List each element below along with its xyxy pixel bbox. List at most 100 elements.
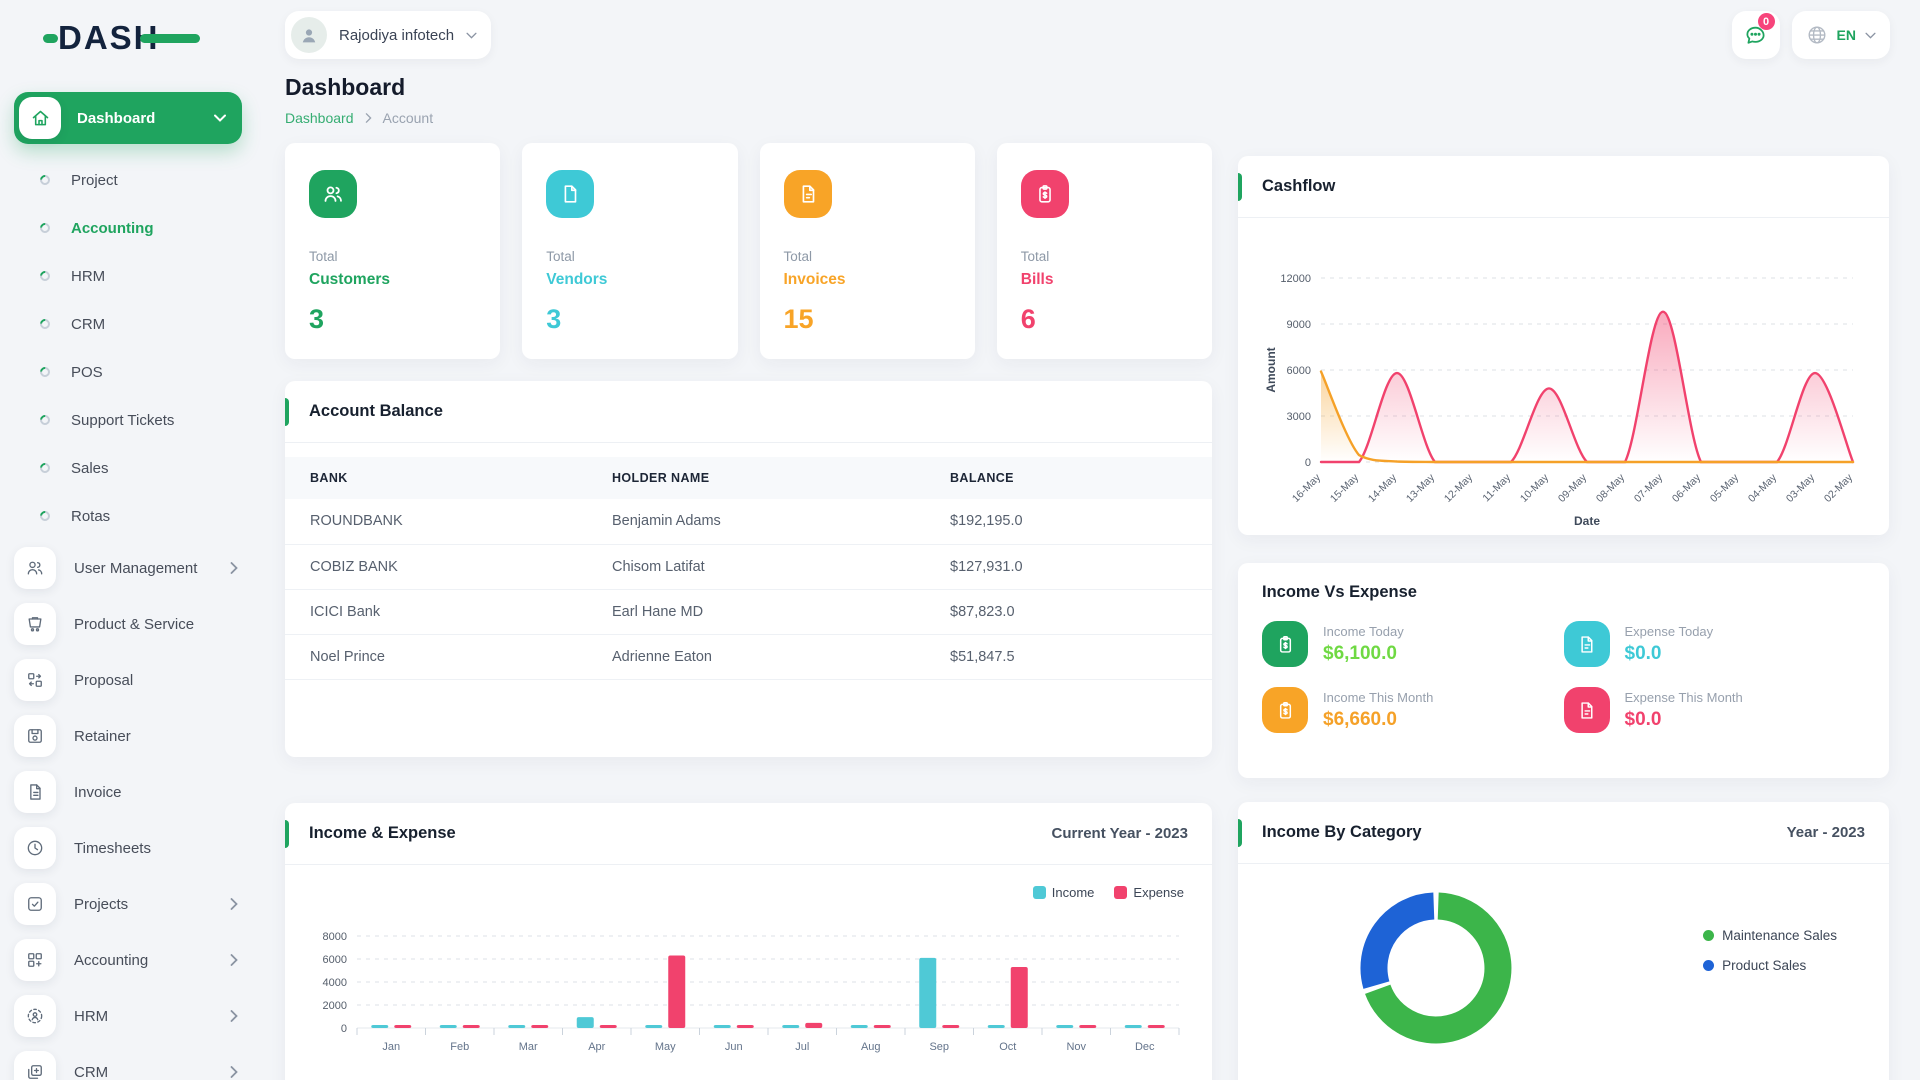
svg-text:Jun: Jun (724, 1041, 742, 1053)
column-header-bank: BANK (285, 457, 587, 499)
svg-text:16-May: 16-May (1289, 471, 1323, 505)
svg-text:Apr: Apr (588, 1041, 605, 1053)
stat-name: Customers (309, 271, 390, 288)
column-header-holder: HOLDER NAME (587, 457, 925, 499)
stat-label: Total (309, 249, 338, 264)
sidebar-item-sales[interactable]: Sales (14, 444, 262, 492)
metric-label: Expense Today (1624, 623, 1714, 639)
sidebar-item-hrm[interactable]: HRM (14, 252, 262, 300)
sidebar-item-label: Proposal (74, 671, 134, 689)
stat-name: Bills (1020, 271, 1054, 288)
sidebar-item-product-service[interactable]: Product & Service (14, 596, 262, 652)
sidebar-item-timesheets[interactable]: Timesheets (14, 820, 262, 876)
stat-value: 15 (783, 304, 814, 334)
user-menu[interactable]: Rajodiya infotech (285, 11, 492, 59)
svg-text:6000: 6000 (322, 954, 346, 966)
card-title: Income Vs Expense (1262, 582, 1417, 601)
stat-value: 3 (546, 304, 562, 334)
sidebar-item-project[interactable]: Project (14, 156, 262, 204)
svg-text:12000: 12000 (1280, 273, 1311, 285)
sidebar-item-projects[interactable]: Projects (14, 876, 262, 932)
sidebar-item-retainer[interactable]: Retainer (14, 708, 262, 764)
sidebar-item-label: CRM (71, 315, 106, 333)
sidebar-item-user-management[interactable]: User Management (14, 540, 262, 596)
bullet-icon (37, 172, 53, 188)
svg-text:04-May: 04-May (1745, 471, 1779, 505)
grid-plus-icon (14, 939, 56, 981)
metric-label: Income This Month (1323, 689, 1434, 705)
logo-dash-left (43, 34, 58, 43)
home-icon (19, 97, 61, 139)
stat-label: Total (783, 249, 813, 264)
income-swatch (1032, 886, 1046, 899)
svg-text:Jul: Jul (795, 1041, 809, 1053)
sidebar-item-rotas[interactable]: Rotas (14, 492, 262, 540)
chevron-right-icon (230, 954, 238, 966)
sidebar-item-label: HRM (71, 267, 106, 285)
checkbox-icon (14, 883, 56, 925)
total-invoices-card: Total Invoices 15 (759, 143, 975, 359)
bullet-icon (37, 220, 53, 236)
account-balance-card: Account Balance BANK HOLDER NAME BALANCE… (285, 381, 1212, 757)
cashflow-card: Cashflow 12000 9000 6000 3000 0 Amount 16-May 1… (1238, 156, 1889, 535)
svg-text:May: May (654, 1041, 675, 1053)
sidebar-item-label: Timesheets (74, 839, 151, 857)
stat-label: Total (546, 249, 575, 264)
sidebar-item-invoice[interactable]: Invoice (14, 764, 262, 820)
table-row: ICICI Bank Earl Hane MD $87,823.0 (285, 589, 1212, 635)
sidebar-item-label: Invoice (74, 783, 122, 801)
dashboard-submenu: Project Accounting HRM CRM POS Support T… (14, 156, 262, 540)
dash-logo[interactable]: DASH (43, 19, 200, 57)
customers-icon (309, 170, 357, 218)
stat-name: Invoices (783, 271, 846, 288)
sidebar-item-accounting[interactable]: Accounting (14, 204, 262, 252)
sidebar-item-crm-menu[interactable]: CRM (14, 1044, 262, 1080)
sidebar-menu: User Management Product & Service Propos… (14, 540, 262, 1080)
sidebar-item-support-tickets[interactable]: Support Tickets (14, 396, 262, 444)
bullet-icon (37, 460, 53, 476)
sidebar-item-label: Product & Service (74, 615, 195, 633)
sidebar: DASH Dashboard Project Accounting HRM CR… (0, 0, 262, 1080)
svg-text:Nov: Nov (1066, 1041, 1086, 1053)
svg-text:06-May: 06-May (1669, 471, 1703, 505)
column-header-balance: BALANCE (925, 457, 1212, 499)
income-today-item: Income Today $6,100.0 (1262, 621, 1564, 667)
sidebar-item-label: CRM (74, 1063, 109, 1080)
sidebar-item-hrm-menu[interactable]: HRM (14, 988, 262, 1044)
sidebar-item-label: Retainer (74, 727, 131, 745)
balance-cell: $192,195.0 (925, 499, 1212, 545)
table-row: Noel Prince Adrienne Eaton $51,847.5 (285, 634, 1212, 680)
globe-icon (1808, 26, 1826, 44)
avatar (291, 17, 327, 53)
legend-income: Income (1032, 885, 1094, 900)
language-selector[interactable]: EN (1791, 11, 1890, 59)
users-icon (14, 547, 56, 589)
messages-button[interactable]: 0 (1731, 11, 1780, 59)
svg-text:05-May: 05-May (1707, 471, 1741, 505)
sidebar-item-crm[interactable]: CRM (14, 300, 262, 348)
sidebar-item-label: Project (71, 171, 118, 189)
file-icon (14, 771, 56, 813)
income-by-category-card: Income By Category Year - 2023 Maintenan… (1238, 802, 1889, 1080)
clock-icon (14, 827, 56, 869)
chevron-down-icon (466, 32, 477, 39)
total-vendors-card: Total Vendors 3 (522, 143, 738, 359)
clipboard-dollar-icon (1262, 621, 1308, 667)
svg-text:Feb: Feb (450, 1041, 469, 1053)
svg-text:6000: 6000 (1286, 365, 1310, 377)
cashflow-chart: 12000 9000 6000 3000 0 Amount 16-May 15-May 14-M… (1264, 273, 1856, 528)
legend-expense: Expense (1114, 885, 1184, 900)
sidebar-item-pos[interactable]: POS (14, 348, 262, 396)
chevron-right-icon (230, 898, 238, 910)
sidebar-item-dashboard[interactable]: Dashboard (14, 92, 242, 144)
metric-label: Income Today (1323, 623, 1404, 639)
expense-file-icon (1563, 687, 1610, 733)
sidebar-item-proposal[interactable]: Proposal (14, 652, 262, 708)
sidebar-item-accounting-menu[interactable]: Accounting (14, 932, 262, 988)
sidebar-item-label: Sales (71, 459, 109, 477)
card-title: Income By Category (1262, 823, 1422, 841)
chart-legend: Income Expense (285, 865, 1212, 900)
breadcrumb-dashboard[interactable]: Dashboard (285, 110, 354, 126)
svg-text:3000: 3000 (1286, 411, 1310, 423)
chevron-right-icon (230, 1066, 238, 1078)
